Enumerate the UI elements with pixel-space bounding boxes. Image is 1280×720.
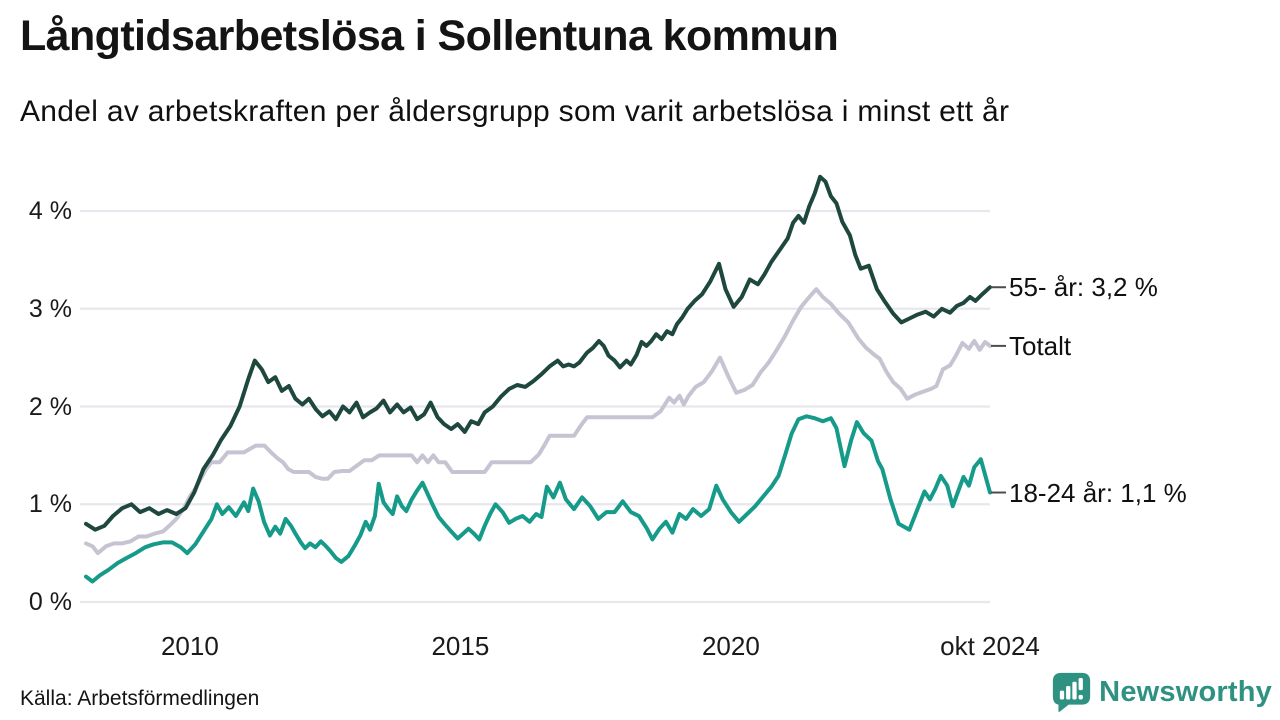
y-axis-tick-label: 4 % xyxy=(28,197,72,225)
newsworthy-chart-bubble-icon xyxy=(1053,672,1091,712)
x-axis-tick-label: okt 2024 xyxy=(940,631,1040,661)
series-end-label-18-24: 18-24 år: 1,1 % xyxy=(1009,477,1187,508)
x-axis-tick-label: 2015 xyxy=(431,631,490,661)
page-title: Långtidsarbetslösa i Sollentuna kommun xyxy=(20,12,839,60)
page-subtitle: Andel av arbetskraften per åldersgrupp s… xyxy=(20,95,1010,128)
y-axis-tick-label: 2 % xyxy=(28,392,72,421)
y-axis-tick-label: 1 % xyxy=(28,490,72,519)
x-axis-tick-label: 2020 xyxy=(701,631,760,661)
source-note: Källa: Arbetsförmedlingen xyxy=(20,687,260,710)
newsworthy-logo[interactable]: Newsworthy xyxy=(1051,671,1272,714)
x-axis-tick-label: 2010 xyxy=(160,631,219,661)
series-end-label-totalt: Totalt xyxy=(1009,330,1072,361)
series-end-label-55plus: 55- år: 3,2 % xyxy=(1009,272,1158,303)
newsworthy-wordmark: Newsworthy xyxy=(1099,676,1272,708)
y-axis-tick-label: 0 % xyxy=(28,588,72,616)
y-axis-tick-label: 3 % xyxy=(28,294,72,323)
